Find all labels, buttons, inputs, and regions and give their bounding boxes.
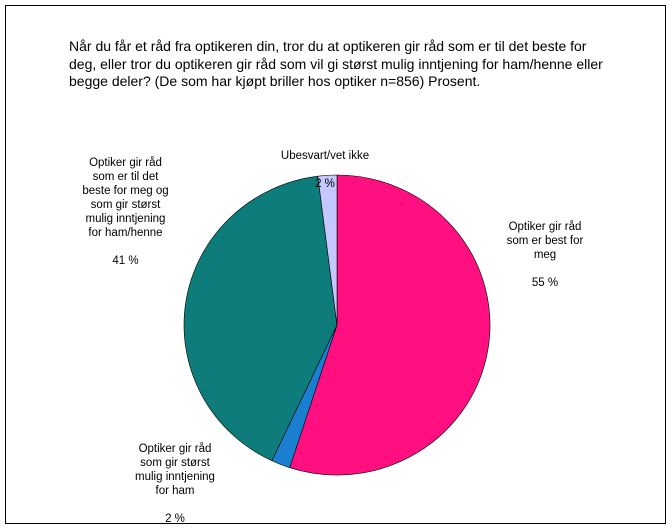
slice-value-label: 2 %	[165, 513, 185, 525]
chart-title: Når du får et råd fra optikeren din, tro…	[69, 38, 607, 89]
slice-value-label: 55 %	[531, 277, 559, 289]
slice-label-unanswered: Ubesvart/vet ikke 2 %	[255, 135, 395, 191]
slice-unanswered	[317, 174, 338, 326]
slice-value-label: 2 %	[315, 178, 335, 190]
slice-label-text: Optiker gir råd som er til det beste for…	[82, 157, 169, 239]
slice-both	[183, 175, 338, 462]
slice-best-for-me	[289, 174, 491, 476]
slice-label-text: Optiker gir råd som gir størst mulig inn…	[135, 443, 215, 497]
slice-label-text: Ubesvart/vet ikke	[280, 150, 370, 162]
chart-frame	[5, 5, 666, 524]
slice-label-both: Optiker gir råd som er til det beste for…	[63, 142, 188, 268]
slice-label-earnings-for-him: Optiker gir råd som gir størst mulig inn…	[110, 428, 240, 526]
slice-value-label: 41 %	[112, 255, 139, 267]
slice-label-text: Optiker gir råd som er best for meg	[506, 221, 584, 261]
slice-label-best-for-me: Optiker gir råd som er best for meg 55 %	[485, 206, 605, 290]
